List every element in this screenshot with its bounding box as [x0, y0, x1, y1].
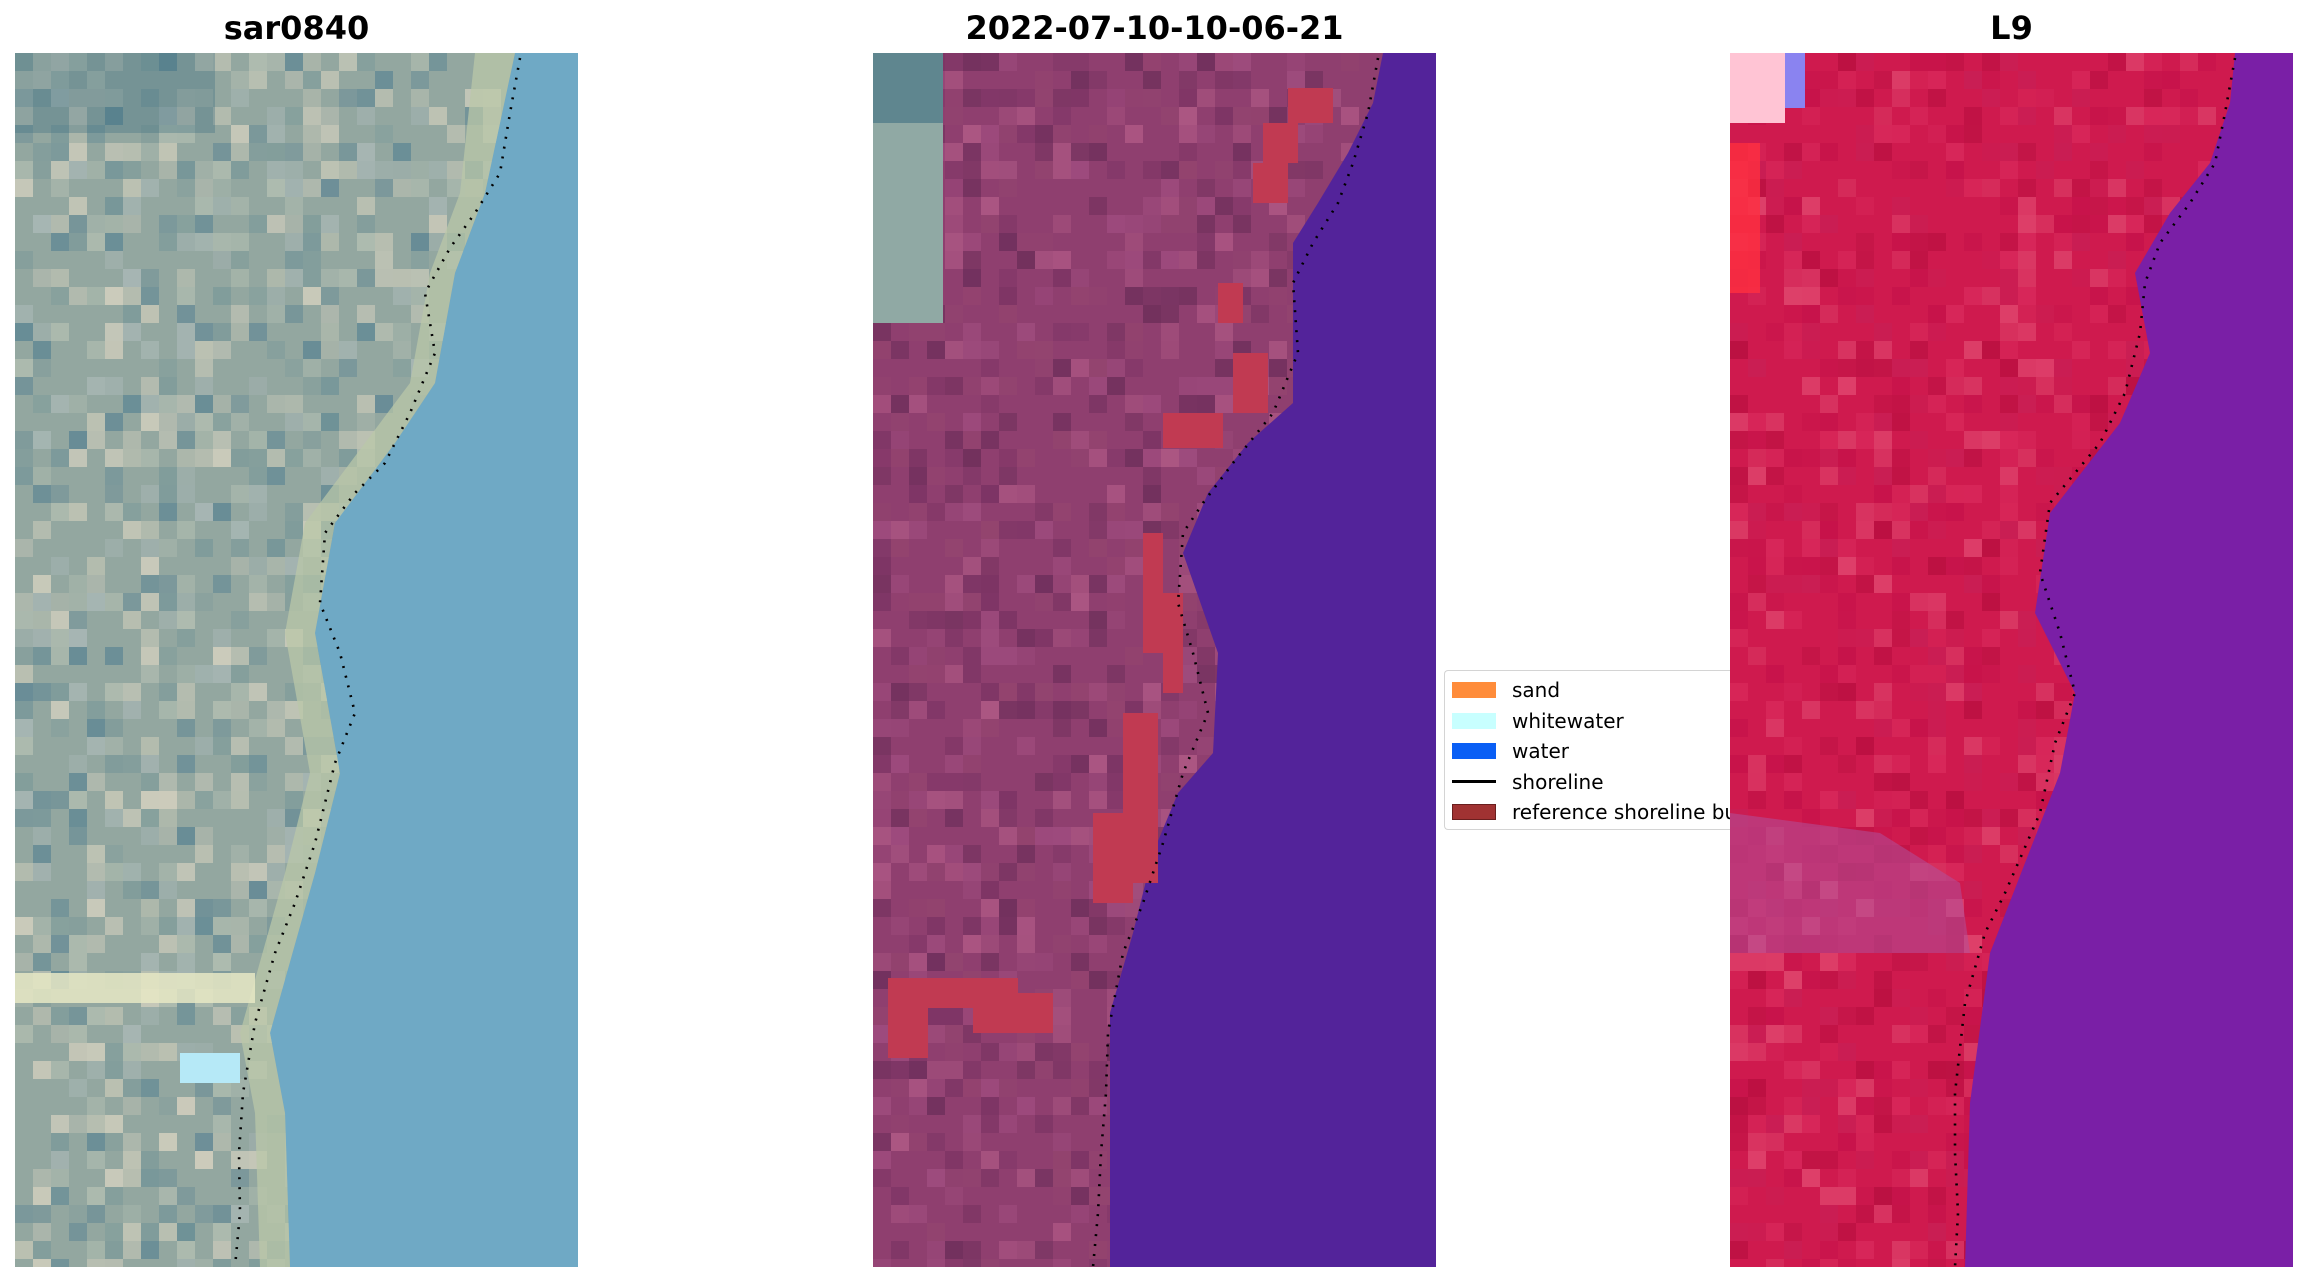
whitewater-swatch	[1452, 712, 1496, 729]
legend-label: water	[1512, 739, 1569, 764]
water-swatch	[1452, 743, 1496, 760]
legend: sand whitewater water shoreline referenc…	[1444, 670, 1730, 830]
legend-label: reference shoreline buffer	[1512, 800, 1730, 825]
legend-item-whitewater: whitewater	[1445, 706, 1730, 737]
shoreline-swatch	[1452, 780, 1496, 784]
legend-item-sand: sand	[1445, 675, 1730, 706]
panel-title-classified: 2022-07-10-10-06-21	[965, 9, 1344, 47]
sand-swatch	[1452, 682, 1496, 699]
classified-image	[873, 53, 1436, 1267]
rgb-image-panel	[15, 53, 578, 1267]
legend-item-shoreline: shoreline	[1445, 767, 1730, 798]
legend-label: sand	[1512, 678, 1561, 703]
legend-label: shoreline	[1512, 769, 1604, 794]
panel-title-falsecolor: L9	[1990, 9, 2033, 47]
legend-item-water: water	[1445, 736, 1730, 767]
falsecolor-image	[1730, 53, 2293, 1267]
reference-buffer-swatch	[1452, 804, 1496, 821]
classified-image-panel	[873, 53, 1436, 1267]
legend-item-reference-buffer: reference shoreline buffer	[1445, 797, 1730, 828]
rgb-satellite-image	[15, 53, 578, 1267]
falsecolor-image-panel	[1730, 53, 2293, 1267]
legend-label: whitewater	[1512, 708, 1624, 733]
panel-title-rgb: sar0840	[223, 9, 370, 47]
